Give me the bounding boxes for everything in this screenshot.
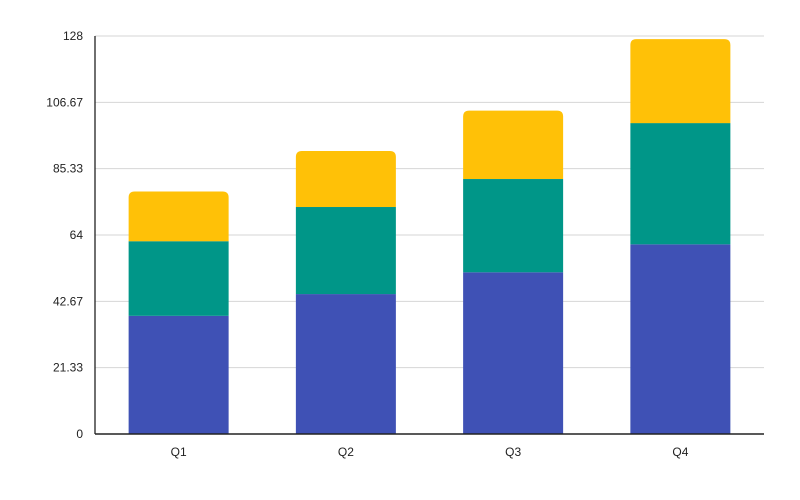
x-tick-label: Q2: [338, 445, 354, 459]
bars: [128, 39, 731, 434]
bar-segment-q1-series-2: [128, 241, 229, 316]
bar-segment-q2-series-1: [295, 294, 396, 434]
y-tick-label: 21.33: [53, 361, 83, 375]
bar-segment-q4-series-2: [630, 123, 731, 245]
x-tick-labels: Q1 Q2 Q3 Q4: [171, 445, 689, 459]
x-tick-label: Q4: [672, 445, 688, 459]
x-tick-label: Q3: [505, 445, 521, 459]
y-tick-label: 64: [70, 228, 84, 242]
bar-segment-q1-series-1: [128, 315, 229, 434]
y-tick-label: 85.33: [53, 162, 83, 176]
bar-segment-q3-series-2: [463, 179, 564, 273]
y-tick-labels: 0 21.33 42.67 64 85.33 106.67 128: [46, 29, 83, 441]
bar-segment-q2-series-3: [295, 151, 396, 208]
bar-segment-q4-series-1: [630, 244, 731, 434]
bar-segment-q2-series-2: [295, 207, 396, 295]
axes: [94, 36, 764, 435]
y-tick-label: 106.67: [46, 95, 83, 109]
bar-segment-q1-series-3: [128, 191, 229, 242]
x-tick-label: Q1: [171, 445, 187, 459]
bar-segment-q3-series-1: [463, 272, 564, 434]
bar-segment-q4-series-3: [630, 39, 731, 124]
y-tick-label: 0: [76, 427, 83, 441]
y-tick-label: 42.67: [53, 294, 83, 308]
bar-segment-q3-series-3: [463, 110, 564, 180]
y-tick-label: 128: [63, 29, 83, 43]
